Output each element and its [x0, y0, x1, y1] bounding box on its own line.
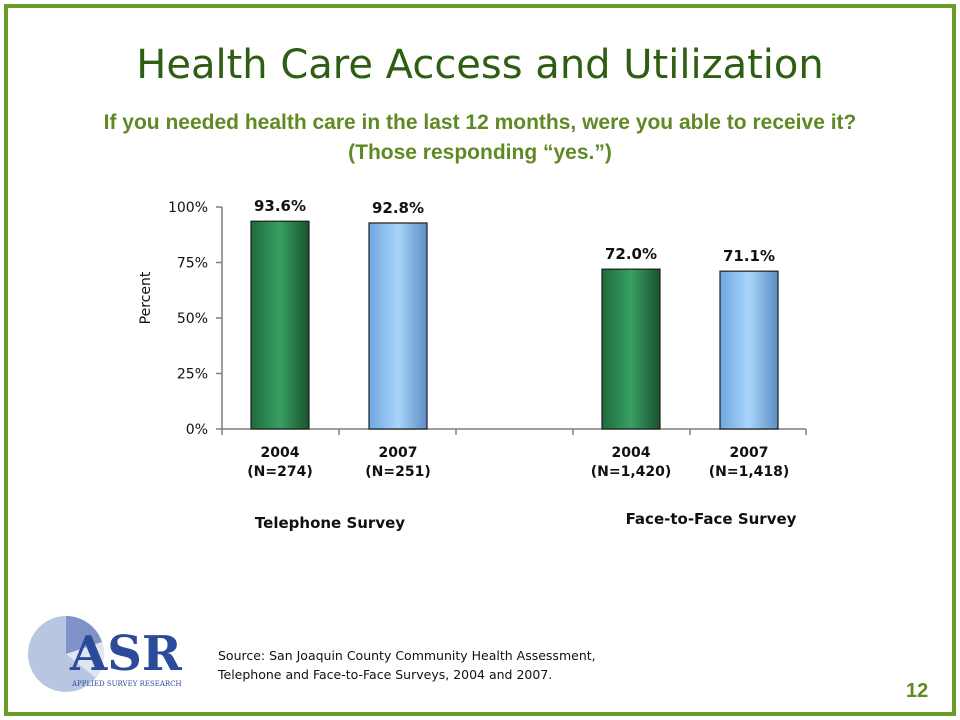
y-tick-label: 75% — [177, 256, 208, 272]
x-category-label: 2007 (N=251) — [365, 445, 430, 480]
y-tick-label: 50% — [177, 311, 208, 327]
logo-globe-slice — [66, 642, 105, 678]
x-category-label: 2004 (N=1,420) — [591, 445, 672, 480]
x-category-label: 2007 (N=1,418) — [709, 445, 790, 480]
y-tick-label: 0% — [186, 422, 208, 438]
bar-value-label: 92.8% — [372, 199, 424, 217]
logo-caption: APPLIED SURVEY RESEARCH — [71, 680, 182, 688]
asr-logo: ASR APPLIED SURVEY RESEARCH — [28, 616, 183, 692]
group-label: Face-to-Face Survey — [626, 510, 797, 528]
page-number: 12 — [906, 680, 929, 702]
slide-subtitle: If you needed health care in the last 12… — [103, 111, 857, 164]
y-tick-label: 25% — [177, 367, 208, 383]
source-note: Source: San Joaquin County Community Hea… — [218, 648, 596, 682]
y-axis-label: Percent — [138, 271, 154, 324]
bar-value-label: 93.6% — [254, 197, 306, 215]
logo-text: ASR — [69, 626, 183, 682]
y-tick-label: 100% — [168, 200, 208, 216]
bar — [250, 220, 310, 430]
bar-value-label: 71.1% — [723, 247, 775, 265]
x-category-label: 2004 (N=274) — [247, 445, 312, 480]
slide-title: Health Care Access and Utilization — [136, 42, 824, 88]
bar-value-label: 72.0% — [605, 245, 657, 263]
group-label: Telephone Survey — [255, 514, 405, 532]
logo-globe-slice — [66, 616, 102, 654]
bar — [368, 222, 428, 430]
bar — [719, 270, 779, 430]
slide-frame — [4, 4, 956, 716]
bar — [601, 268, 661, 430]
